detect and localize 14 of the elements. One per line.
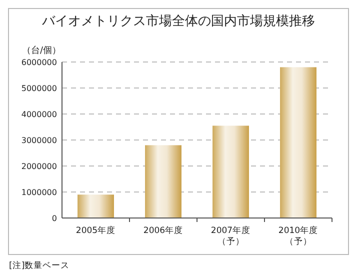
x-tick-label: 2005年度 bbox=[76, 225, 116, 236]
x-tick-label: 2007年度（予） bbox=[210, 225, 251, 247]
y-tick-label: 2000000 bbox=[21, 162, 57, 171]
y-tick-label: 5000000 bbox=[21, 84, 57, 93]
y-tick-label: 6000000 bbox=[21, 58, 57, 67]
y-tick-label: 1000000 bbox=[21, 188, 57, 197]
text: [注]数量ベース bbox=[9, 260, 70, 271]
y-tick-label: 3000000 bbox=[21, 136, 57, 145]
y-tick-label: 4000000 bbox=[21, 110, 57, 119]
x-tick-label: 2010年度（予） bbox=[278, 225, 318, 247]
x-tick-label: 2006年度 bbox=[143, 225, 184, 236]
y-tick-label: 0 bbox=[52, 214, 57, 223]
y-axis-title: （台/個） bbox=[22, 45, 62, 56]
chart-title: バイオメトリクス市場全体の国内市場規模推移 bbox=[41, 14, 315, 29]
